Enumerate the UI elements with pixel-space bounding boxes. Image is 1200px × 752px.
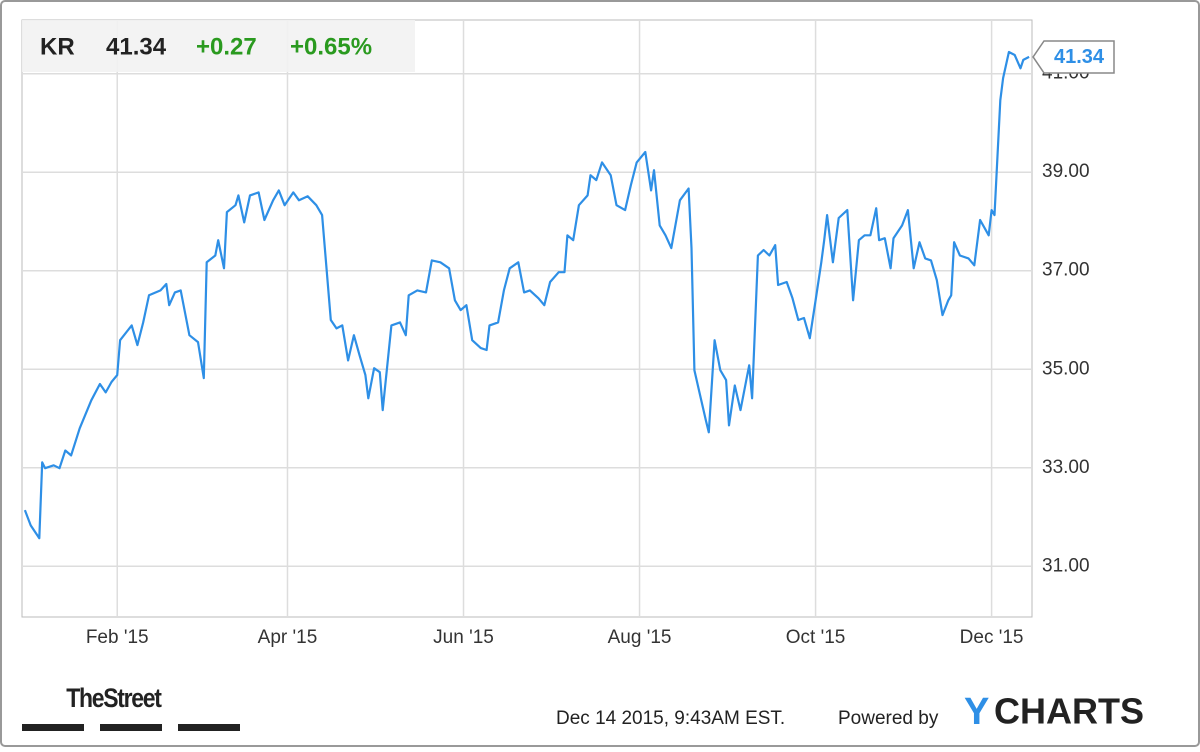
plot-area — [21, 19, 1033, 618]
price-line — [23, 50, 1030, 540]
quote-box — [22, 20, 415, 72]
change-pct: +0.65% — [290, 33, 372, 60]
x-tick-label: Aug '15 — [608, 627, 672, 648]
logo-bar — [22, 724, 84, 731]
timestamp: Dec 14 2015, 9:43AM EST. — [556, 708, 785, 729]
last-price-flag — [1032, 40, 1115, 74]
y-tick-label: 33.00 — [1042, 457, 1090, 478]
brand-rest: CHARTS — [994, 691, 1144, 732]
x-tick-label: Feb '15 — [86, 627, 149, 648]
price: 41.34 — [106, 33, 167, 60]
y-tick-label: 35.00 — [1042, 358, 1090, 379]
last-price-label: 41.34 — [1054, 46, 1105, 68]
x-tick-label: Dec '15 — [960, 627, 1024, 648]
x-tick-label: Oct '15 — [786, 627, 846, 648]
brand-y: Y — [964, 691, 989, 733]
logo-bar — [178, 724, 240, 731]
symbol: KR — [40, 33, 75, 60]
x-tick-label: Apr '15 — [258, 627, 318, 648]
change: +0.27 — [196, 33, 257, 60]
powered-by: Powered by — [838, 708, 939, 729]
x-tick-label: Jun '15 — [433, 627, 494, 648]
source-logo: TheStreet — [66, 683, 162, 713]
y-tick-label: 39.00 — [1042, 161, 1090, 182]
y-tick-label: 31.00 — [1042, 555, 1090, 576]
logo-bar — [100, 724, 162, 731]
y-tick-label: 37.00 — [1042, 260, 1090, 281]
